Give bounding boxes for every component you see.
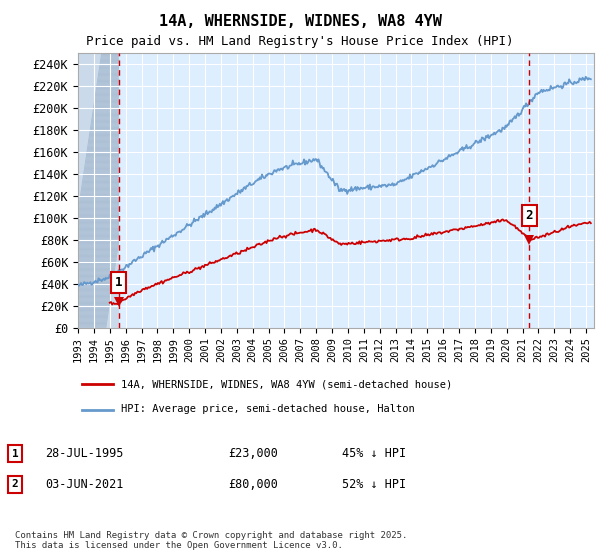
Text: Price paid vs. HM Land Registry's House Price Index (HPI): Price paid vs. HM Land Registry's House … [86, 35, 514, 48]
Text: 03-JUN-2021: 03-JUN-2021 [45, 478, 124, 491]
Text: 1: 1 [115, 276, 122, 289]
Text: 28-JUL-1995: 28-JUL-1995 [45, 447, 124, 460]
Text: 2: 2 [526, 209, 533, 222]
Text: Contains HM Land Registry data © Crown copyright and database right 2025.
This d: Contains HM Land Registry data © Crown c… [15, 530, 407, 550]
Text: 1: 1 [11, 449, 19, 459]
Text: 14A, WHERNSIDE, WIDNES, WA8 4YW: 14A, WHERNSIDE, WIDNES, WA8 4YW [158, 14, 442, 29]
Text: 14A, WHERNSIDE, WIDNES, WA8 4YW (semi-detached house): 14A, WHERNSIDE, WIDNES, WA8 4YW (semi-de… [121, 380, 452, 390]
Text: £80,000: £80,000 [228, 478, 278, 491]
Text: 2: 2 [11, 479, 19, 489]
Text: 45% ↓ HPI: 45% ↓ HPI [342, 447, 406, 460]
Text: £23,000: £23,000 [228, 447, 278, 460]
Text: 52% ↓ HPI: 52% ↓ HPI [342, 478, 406, 491]
Text: HPI: Average price, semi-detached house, Halton: HPI: Average price, semi-detached house,… [121, 404, 415, 414]
